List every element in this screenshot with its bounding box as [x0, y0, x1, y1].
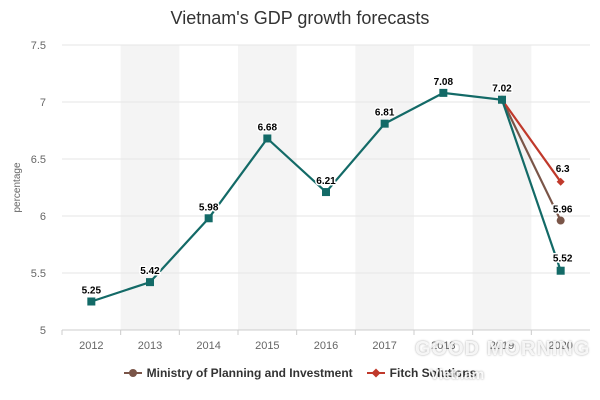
y-tick-label: 5.5: [31, 268, 46, 280]
legend-label-ministry: Ministry of Planning and Investment: [146, 366, 353, 380]
x-tick-label: 2012: [79, 340, 103, 352]
chart-legend: Ministry of Planning and Investment Fitc…: [0, 366, 600, 380]
category-band: [238, 45, 297, 330]
legend-item-ministry[interactable]: Ministry of Planning and Investment: [123, 366, 353, 380]
y-axis-label: percentage: [12, 162, 23, 212]
data-label: 5.98: [199, 202, 219, 213]
y-tick-label: 5: [40, 325, 46, 337]
data-point-square: [204, 214, 213, 223]
data-point-circle: [556, 216, 565, 225]
y-tick-label: 7: [40, 97, 46, 109]
y-tick-label: 6.5: [31, 154, 46, 166]
data-point-square: [263, 134, 272, 143]
data-point-square: [380, 119, 389, 128]
data-label: 6.68: [258, 122, 278, 133]
x-tick-label: 2017: [372, 340, 396, 352]
data-label: 6.21: [316, 176, 336, 187]
data-point-square: [556, 266, 565, 275]
x-tick-label: 2018: [431, 340, 455, 352]
data-label: 5.42: [140, 266, 160, 277]
x-tick-label: 2014: [196, 340, 220, 352]
data-label: 7.02: [492, 84, 512, 95]
category-band: [355, 45, 414, 330]
legend-marker-fitch: [366, 368, 385, 378]
y-tick-label: 7.5: [31, 40, 46, 52]
data-label: 5.96: [553, 205, 573, 216]
category-band: [120, 45, 180, 330]
y-tick-label: 6: [40, 211, 46, 223]
x-tick-label: 2013: [138, 340, 162, 352]
series-line-1: [501, 99, 562, 183]
data-label: 6.3: [556, 164, 570, 175]
data-label: 5.25: [82, 286, 102, 297]
data-point-square: [498, 95, 506, 104]
data-point-square: [322, 188, 330, 197]
legend-marker-ministry: [123, 368, 142, 378]
x-tick-label: 2019: [490, 340, 514, 352]
legend-item-fitch[interactable]: Fitch Solutions: [366, 366, 477, 380]
legend-label-fitch: Fitch Solutions: [389, 366, 477, 380]
data-label: 7.08: [434, 77, 454, 88]
series-line-0: [501, 99, 562, 222]
watermark-logo: GOOD MORNING: [415, 338, 591, 360]
data-label: 5.52: [553, 254, 573, 265]
data-point-diamond: [556, 177, 565, 186]
x-tick-label: 2015: [255, 340, 279, 352]
data-point-square: [146, 278, 154, 287]
data-point-square: [439, 88, 448, 97]
x-tick-label: 2016: [314, 340, 338, 352]
watermark-sub: Vietnam: [430, 366, 485, 382]
data-label: 6.81: [375, 108, 395, 119]
category-band: [472, 45, 532, 330]
data-point-square: [87, 297, 96, 306]
chart-title: Vietnam's GDP growth forecasts: [170, 8, 430, 28]
x-tick-label: 2020: [548, 340, 572, 352]
